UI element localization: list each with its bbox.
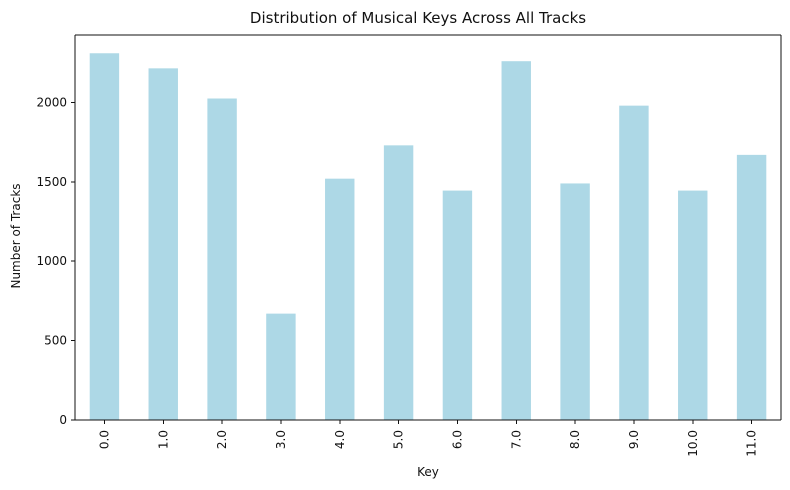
bar-key-5-0	[383, 145, 414, 420]
y-tick-label-1000: 1000	[36, 254, 67, 268]
y-tick-label-1500: 1500	[36, 175, 67, 189]
bar-key-11-0	[736, 154, 767, 420]
x-tick-label-8-0: 8.0	[568, 430, 582, 449]
y-axis-label: Number of Tracks	[9, 183, 23, 288]
axes-group: 0 500 1000 1500 2000 0.0 1.0 2.0 3.0 4.0 5.0 6.0 7.0…	[36, 34, 782, 457]
bar-key-1-0	[148, 68, 178, 420]
bar-key-2-0	[207, 98, 237, 420]
bar-key-10-0	[678, 190, 708, 420]
bar-key-6-0	[442, 190, 473, 420]
y-tick-label-2000: 2000	[36, 95, 67, 109]
bar-key-9-0	[619, 105, 649, 421]
bar-key-8-0	[560, 183, 590, 420]
x-axis-label: Key	[417, 465, 439, 479]
y-tick-label-0: 0	[59, 413, 67, 427]
x-tick-label-9-0: 9.0	[627, 430, 641, 449]
bar-key-0-0	[89, 53, 120, 420]
x-tick-label-10-0: 10.0	[686, 430, 700, 457]
x-tick-label-1-0: 1.0	[156, 430, 170, 449]
x-tick-label-0-0: 0.0	[97, 430, 111, 449]
bar-key-4-0	[325, 178, 355, 420]
x-tick-label-5-0: 5.0	[392, 430, 406, 449]
x-tick-label-2-0: 2.0	[215, 430, 229, 449]
bars-group	[89, 53, 767, 421]
x-tick-label-6-0: 6.0	[450, 430, 464, 449]
x-tick-label-11-0: 11.0	[745, 430, 759, 457]
bar-key-3-0	[266, 313, 296, 420]
y-tick-label-500: 500	[44, 334, 67, 348]
x-tick-label-4-0: 4.0	[333, 430, 347, 449]
chart-title: Distribution of Musical Keys Across All …	[250, 9, 586, 27]
bar-key-7-0	[501, 61, 531, 420]
x-tick-label-7-0: 7.0	[509, 430, 523, 449]
plot-area: 0 500 1000 1500 2000 0.0 1.0 2.0 3.0 4.0 5.0 6.0 7.0…	[36, 34, 782, 457]
x-tick-label-3-0: 3.0	[274, 430, 288, 449]
